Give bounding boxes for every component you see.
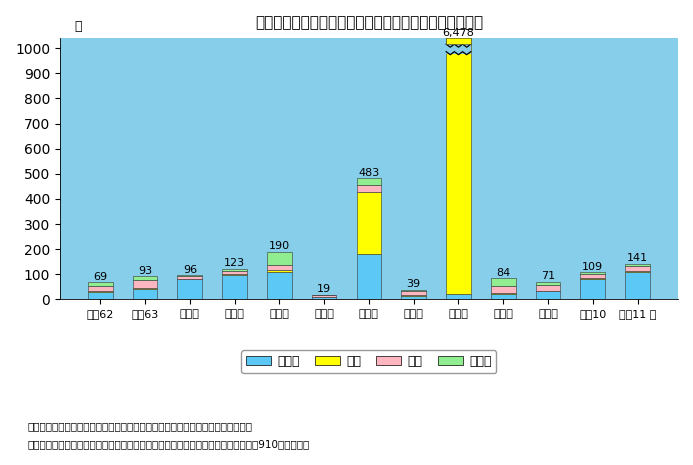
Bar — [401, 295, 426, 296]
Bar — [625, 272, 650, 299]
Bar — [625, 266, 650, 271]
Bar — [401, 290, 426, 291]
Bar — [133, 288, 157, 289]
Bar — [446, 43, 471, 53]
Bar — [177, 279, 202, 299]
Text: 人: 人 — [74, 20, 82, 33]
Text: 71: 71 — [541, 271, 555, 281]
Text: 96: 96 — [183, 265, 197, 275]
Text: 19: 19 — [317, 284, 331, 294]
Bar — [401, 296, 426, 299]
Bar — [357, 185, 381, 192]
Bar — [536, 291, 561, 292]
Bar — [133, 280, 157, 288]
Bar — [491, 279, 516, 286]
Bar — [312, 295, 337, 297]
Bar — [222, 274, 247, 275]
Bar — [312, 297, 337, 299]
Bar — [491, 286, 516, 293]
Bar — [133, 289, 157, 299]
Bar — [581, 272, 605, 274]
Bar — [133, 276, 157, 280]
Text: 注）消防庁資料を基に，内閣府において作成。地震には津波によるものを含む。: 注）消防庁資料を基に，内閣府において作成。地震には津波によるものを含む。 — [28, 421, 253, 431]
Bar — [88, 286, 112, 291]
Bar — [222, 271, 247, 274]
Bar — [267, 252, 292, 265]
Bar — [625, 264, 650, 266]
Bar — [536, 286, 561, 291]
Bar — [177, 275, 202, 276]
Text: 平成７年の死者のうち，阪神・淡路大震災の死者に付いては，いわゆる関連死910名を含む。: 平成７年の死者のうち，阪神・淡路大震災の死者に付いては，いわゆる関連死910名を… — [28, 439, 310, 450]
Bar — [536, 282, 561, 286]
Bar — [267, 265, 292, 270]
Bar — [222, 268, 247, 271]
Bar — [581, 274, 605, 279]
Text: 6,478: 6,478 — [443, 27, 475, 38]
Bar — [401, 291, 426, 295]
Bar — [581, 279, 605, 299]
Bar — [177, 276, 202, 279]
Bar — [446, 294, 471, 299]
Text: 69: 69 — [93, 272, 107, 282]
Bar — [491, 294, 516, 299]
Legend: 風水害, 地震, 雪害, その他: 風水害, 地震, 雪害, その他 — [241, 350, 496, 373]
Text: 84: 84 — [496, 268, 510, 278]
Bar — [267, 270, 292, 272]
Text: 93: 93 — [138, 266, 152, 276]
Text: 190: 190 — [269, 241, 290, 251]
Text: 123: 123 — [224, 258, 245, 268]
Bar — [222, 275, 247, 299]
Bar — [357, 192, 381, 254]
Bar — [88, 292, 112, 299]
Title: （図１－２－２）　災害原因別死者・行方不明者の状況: （図１－２－２） 災害原因別死者・行方不明者の状況 — [255, 15, 483, 30]
Text: 483: 483 — [358, 167, 380, 178]
Text: 109: 109 — [582, 261, 604, 272]
Text: 39: 39 — [407, 279, 421, 289]
Bar — [357, 254, 381, 299]
Bar — [625, 271, 650, 272]
Bar — [446, 38, 471, 44]
Bar — [446, 0, 471, 294]
Text: 141: 141 — [627, 253, 648, 264]
Bar — [88, 282, 112, 286]
Bar — [88, 291, 112, 292]
Bar — [267, 272, 292, 299]
Bar — [536, 292, 561, 299]
Bar — [491, 293, 516, 294]
Bar — [357, 178, 381, 185]
